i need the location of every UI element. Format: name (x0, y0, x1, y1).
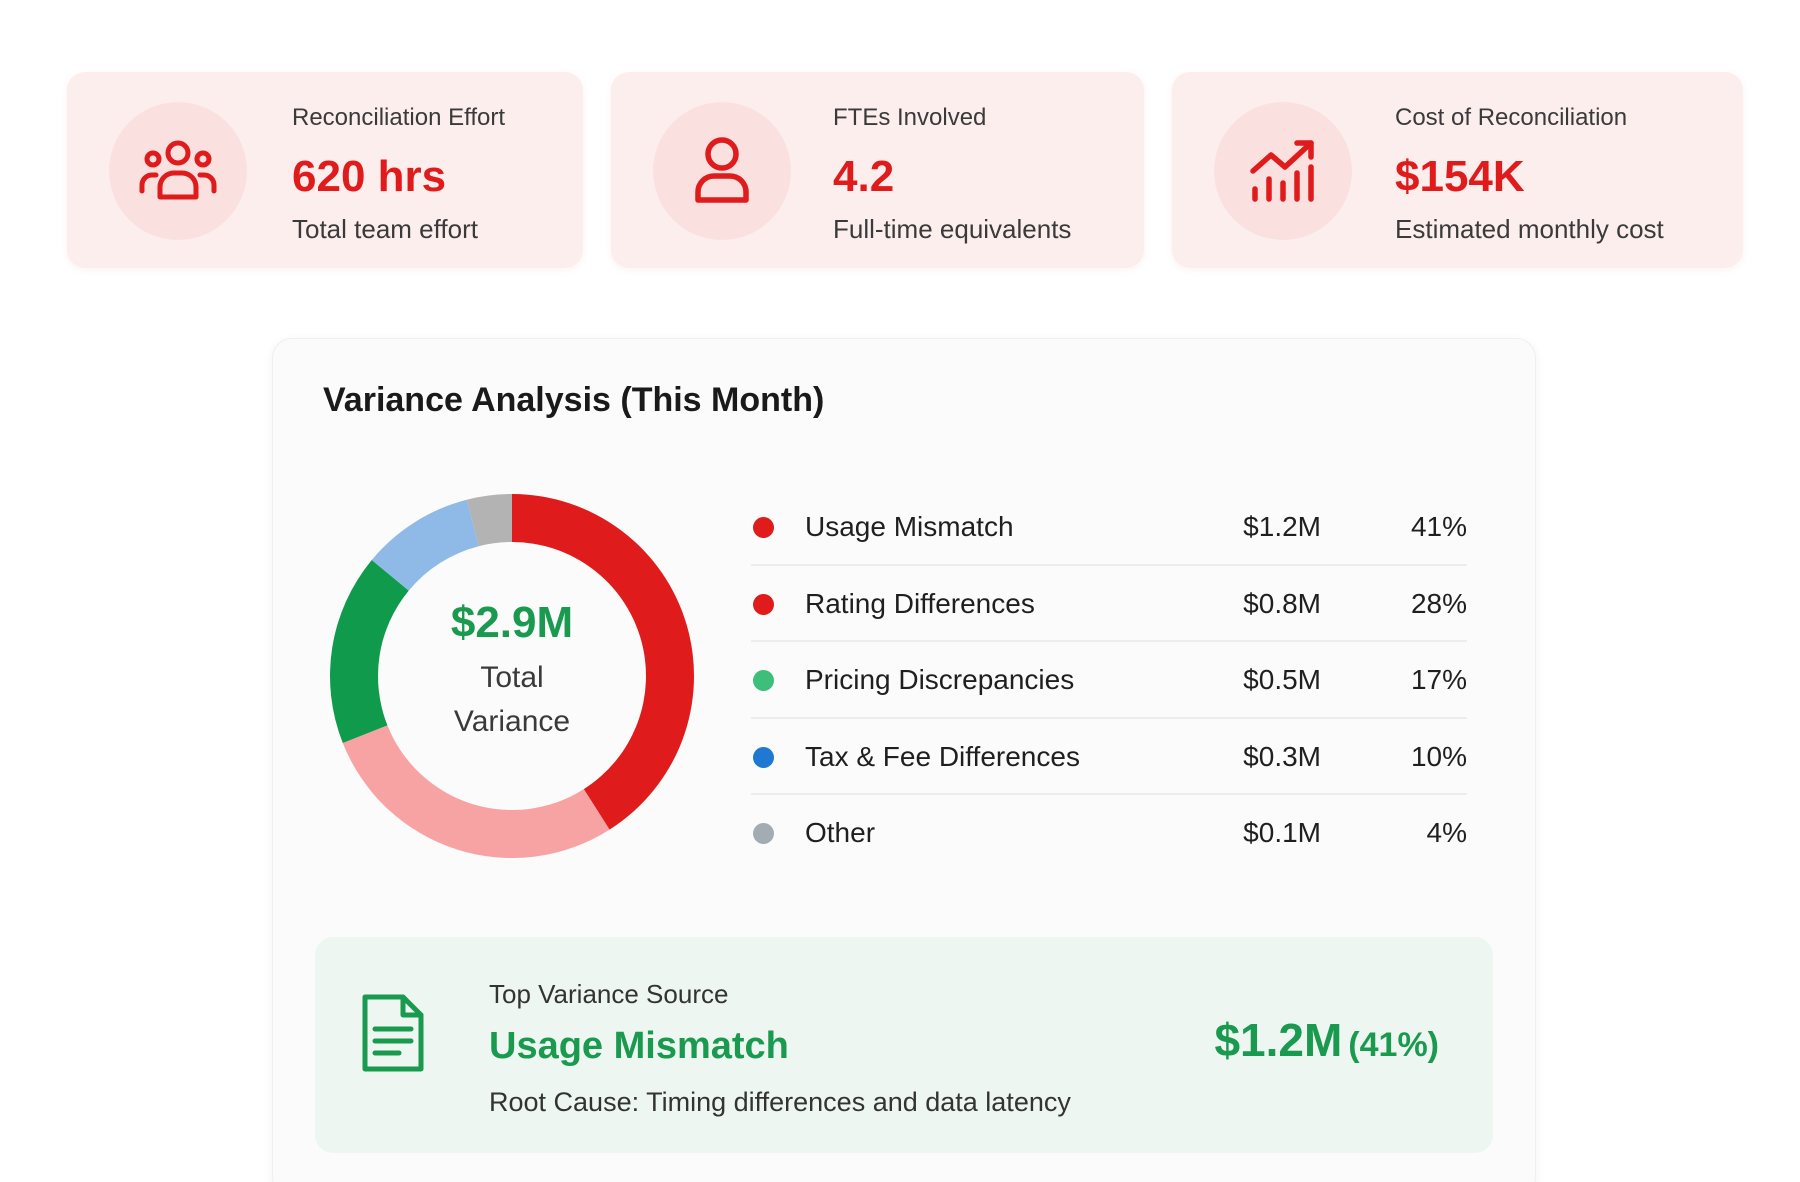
legend-row: Other $0.1M 4% (751, 795, 1467, 872)
donut-total-value: $2.9M (450, 598, 574, 647)
legend-row: Pricing Discrepancies $0.5M 17% (751, 642, 1467, 719)
top-source-percent: (41%) (1348, 1026, 1439, 1064)
kpi-value: 620 hrs (292, 152, 447, 201)
kpi-label: FTEs Involved (833, 104, 987, 131)
donut-slice-tax-fee-differences (371, 499, 479, 591)
kpi-card-ftes-involved: FTEs Involved 4.2 Full-time equivalents (611, 72, 1144, 268)
variance-legend: Usage Mismatch $1.2M 41% Rating Differen… (751, 489, 1467, 872)
legend-percent: 17% (1410, 664, 1467, 695)
legend-amount: $0.8M (1243, 587, 1321, 619)
kpi-card-cost-of-reconciliation: Cost of Reconciliation $154K Estimated m… (1172, 72, 1743, 268)
variance-donut-chart: $2.9M Total Variance (327, 491, 697, 861)
legend-percent: 4% (1426, 817, 1467, 848)
legend-row: Tax & Fee Differences $0.3M 10% (751, 719, 1467, 795)
chart-trend-icon (1214, 102, 1352, 240)
variance-analysis-panel: Variance Analysis (This Month) $2.9M Tot… (272, 338, 1536, 1182)
donut-slice-rating-differences (342, 725, 610, 858)
kpi-value: $154K (1395, 152, 1525, 201)
legend-amount: $0.3M (1243, 740, 1321, 772)
user-icon (653, 102, 791, 240)
donut-slice-usage-mismatch (512, 494, 695, 830)
kpi-value: 4.2 (833, 152, 895, 201)
kpi-subtitle: Estimated monthly cost (1395, 214, 1664, 244)
legend-name: Usage Mismatch (805, 511, 1014, 542)
kpi-label: Reconciliation Effort (292, 104, 505, 131)
legend-name: Tax & Fee Differences (805, 740, 1080, 772)
donut-total-label: Total Variance (453, 661, 571, 738)
legend-name: Rating Differences (805, 587, 1035, 619)
legend-row: Usage Mismatch $1.2M 41% (751, 489, 1467, 566)
legend-row: Rating Differences $0.8M 28% (751, 566, 1467, 642)
panel-title: Variance Analysis (This Month) (323, 381, 825, 419)
top-variance-source-card: Top Variance Source Usage Mismatch Root … (315, 937, 1493, 1153)
donut-slice-other (466, 494, 512, 547)
kpi-subtitle: Full-time equivalents (833, 214, 1072, 244)
legend-percent: 41% (1410, 511, 1467, 542)
donut-center: $2.9M Total Variance (327, 491, 697, 861)
document-icon (359, 993, 425, 1078)
kpi-subtitle: Total team effort (292, 214, 478, 244)
top-source-label: Top Variance Source (489, 979, 729, 1009)
kpi-card-reconciliation-effort: Reconciliation Effort 620 hrs Total team… (67, 72, 583, 268)
donut-slice-pricing-discrepancies (330, 559, 409, 743)
legend-dot (753, 517, 774, 538)
legend-amount: $0.1M (1243, 817, 1321, 848)
legend-percent: 10% (1410, 740, 1467, 772)
legend-dot (753, 670, 774, 691)
kpi-label: Cost of Reconciliation (1395, 104, 1628, 131)
legend-dot (753, 746, 774, 768)
legend-percent: 28% (1410, 587, 1467, 619)
top-source-value: $1.2M (41%) (1214, 1013, 1439, 1067)
legend-amount: $0.5M (1243, 664, 1321, 695)
top-source-name: Usage Mismatch (489, 1025, 789, 1067)
top-source-amount: $1.2M (1214, 1014, 1343, 1066)
legend-dot (753, 593, 774, 615)
legend-name: Other (805, 817, 876, 848)
legend-amount: $1.2M (1243, 511, 1321, 542)
top-source-root-cause: Root Cause: Timing differences and data … (489, 1087, 1071, 1117)
users-icon (109, 102, 247, 240)
legend-dot (753, 823, 774, 844)
legend-name: Pricing Discrepancies (805, 664, 1075, 695)
donut-svg (330, 494, 695, 858)
